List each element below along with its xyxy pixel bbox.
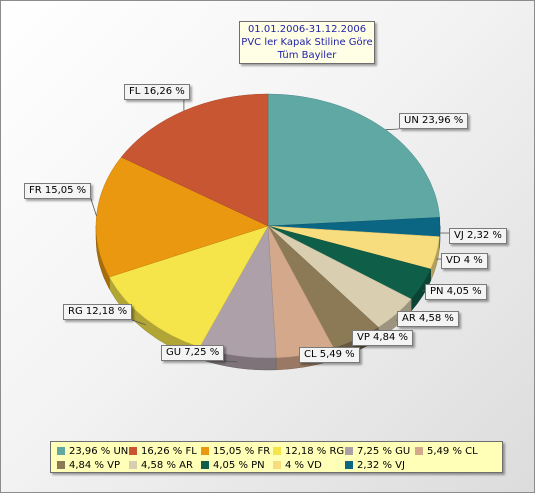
legend-swatch-un xyxy=(57,447,65,455)
legend-item-cl: 5,49 % CL xyxy=(415,446,479,457)
legend-item-vj: 2,32 % VJ xyxy=(345,460,411,471)
slice-label-gu: GU 7,25 % xyxy=(161,345,225,361)
chart-title-main: PVC ler Kapak Stiline Göre xyxy=(241,37,373,48)
pie-slice-fl xyxy=(120,93,269,227)
leader-line-gu xyxy=(223,360,238,363)
legend-swatch-pn xyxy=(201,461,209,469)
legend-label-vd: 4 % VD xyxy=(285,459,322,471)
legend-swatch-vj xyxy=(345,461,353,469)
pie-slices xyxy=(95,93,441,359)
legend-item-un: 23,96 % UN xyxy=(57,445,129,457)
legend-label-vp: 4,84 % VP xyxy=(69,459,120,471)
label-leader-lines xyxy=(90,100,449,363)
legend-label-ar: 4,58 % AR xyxy=(141,459,193,471)
legend-row-1: 23,96 % UN 16,26 % FL 15,05 % FR 12,18 %… xyxy=(57,444,502,458)
legend-swatch-cl xyxy=(415,447,423,455)
legend-label-gu: 7,25 % GU xyxy=(357,445,411,457)
pie-slice-rg xyxy=(109,225,269,348)
legend-item-vd: 4 % VD xyxy=(273,460,341,471)
slice-label-ar: AR 4,58 % xyxy=(397,311,459,327)
legend-item-fl: 16,26 % FL xyxy=(129,446,197,457)
legend-label-un: 23,96 % UN xyxy=(69,445,129,457)
slice-label-rg: RG 12,18 % xyxy=(63,304,133,320)
pie-slice-fr xyxy=(95,156,269,278)
chart-title-scope: Tüm Bayiler xyxy=(277,50,337,61)
legend-swatch-fl xyxy=(129,447,137,455)
legend-item-ar: 4,58 % AR xyxy=(129,460,197,471)
legend-label-rg: 12,18 % RG xyxy=(285,445,345,457)
legend-label-fl: 16,26 % FL xyxy=(141,445,197,457)
slice-label-vd: VD 4 % xyxy=(441,253,488,269)
slice-label-fr: FR 15,05 % xyxy=(24,183,92,199)
chart-title-date-range: 01.01.2006-31.12.2006 xyxy=(247,24,367,35)
legend-item-vp: 4,84 % VP xyxy=(57,460,125,471)
chart-legend: 23,96 % UN 16,26 % FL 15,05 % FR 12,18 %… xyxy=(50,441,503,473)
legend-item-gu: 7,25 % GU xyxy=(345,446,411,457)
slice-label-vp: VP 4,84 % xyxy=(352,330,413,346)
slice-label-pn: PN 4,05 % xyxy=(425,284,487,300)
slice-label-cl: CL 5,49 % xyxy=(299,347,360,363)
legend-row-2: 4,84 % VP 4,58 % AR 4,05 % PN 4 % VD 2,3… xyxy=(57,458,502,472)
slice-label-fl: FL 16,26 % xyxy=(124,84,190,100)
pie-slice-un xyxy=(267,93,440,227)
slice-label-vj: VJ 2,32 % xyxy=(449,228,507,244)
legend-item-rg: 12,18 % RG xyxy=(273,445,345,457)
chart-title-box: 01.01.2006-31.12.2006 PVC ler Kapak Stil… xyxy=(239,21,375,64)
leader-line-fr xyxy=(90,198,97,217)
legend-swatch-vd xyxy=(273,461,281,469)
legend-swatch-vp xyxy=(57,461,65,469)
legend-swatch-fr xyxy=(201,447,209,455)
legend-swatch-rg xyxy=(273,447,281,455)
leader-line-un xyxy=(385,128,400,131)
legend-label-cl: 5,49 % CL xyxy=(427,445,478,457)
legend-item-fr: 15,05 % FR xyxy=(201,445,271,457)
slice-label-un: UN 23,96 % xyxy=(399,113,469,129)
legend-swatch-gu xyxy=(345,447,353,455)
legend-label-fr: 15,05 % FR xyxy=(213,445,271,457)
legend-item-pn: 4,05 % PN xyxy=(201,460,269,471)
leader-line-rg xyxy=(131,319,146,326)
legend-label-vj: 2,32 % VJ xyxy=(357,459,405,471)
legend-label-pn: 4,05 % PN xyxy=(213,459,265,471)
legend-swatch-ar xyxy=(129,461,137,469)
